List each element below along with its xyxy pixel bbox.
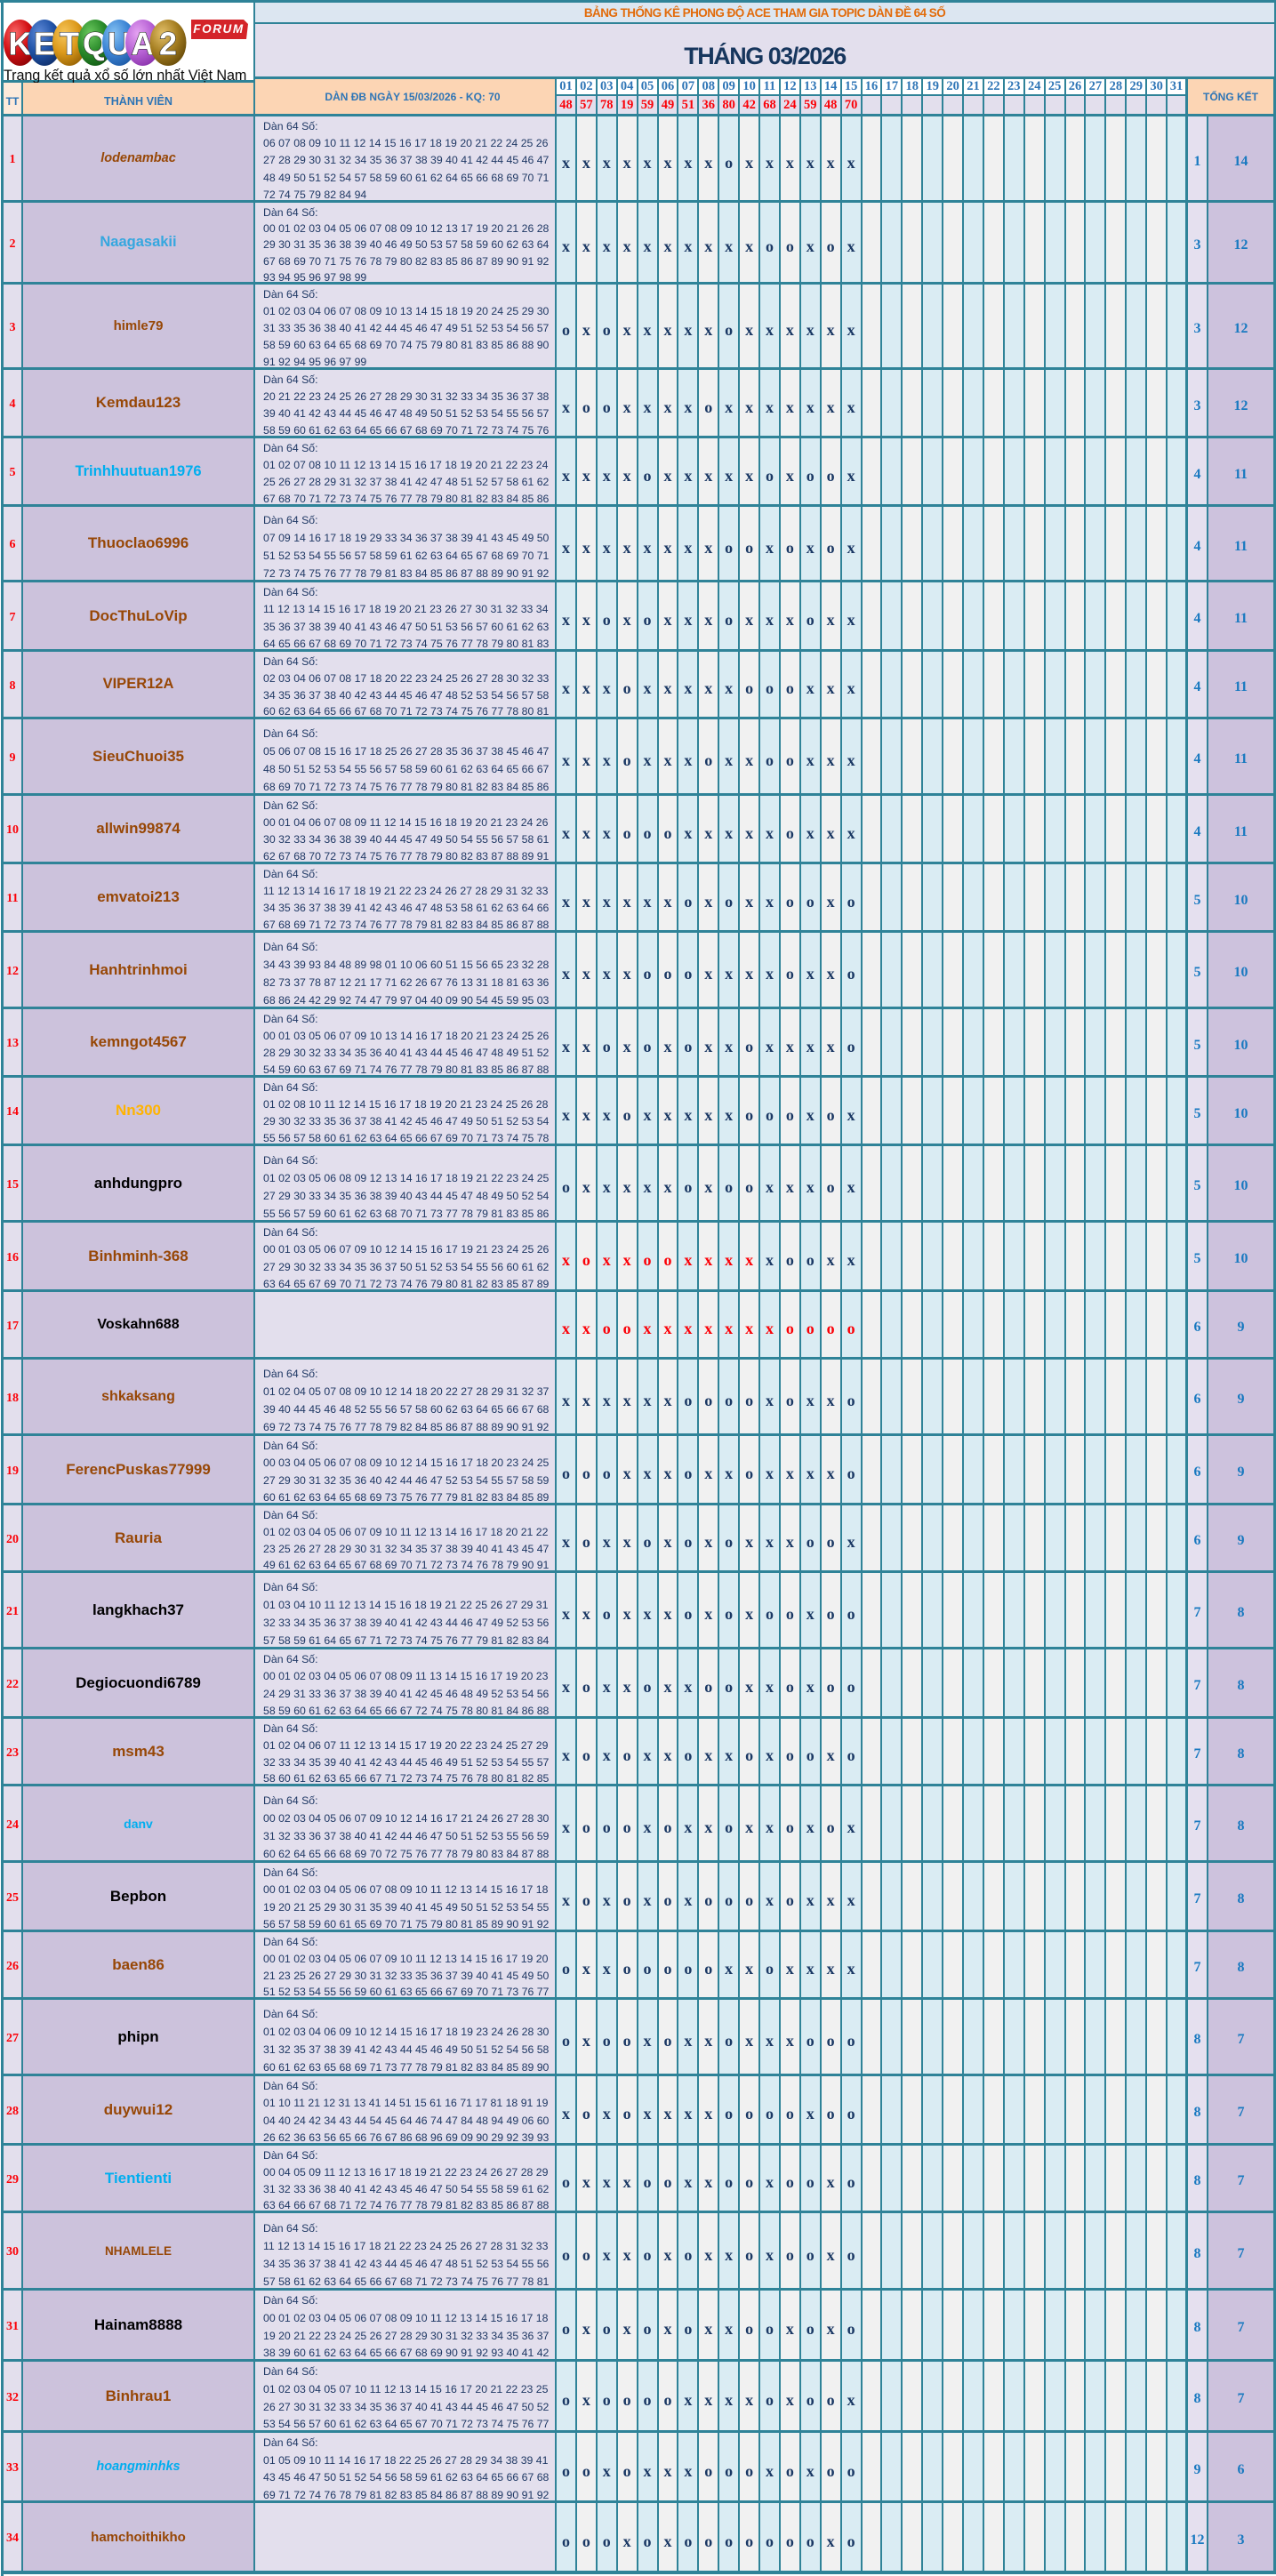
svg-text:T: T (60, 26, 79, 62)
svg-text:FORUM: FORUM (193, 22, 245, 36)
svg-text:2: 2 (159, 26, 177, 62)
svg-text:E: E (34, 26, 55, 62)
